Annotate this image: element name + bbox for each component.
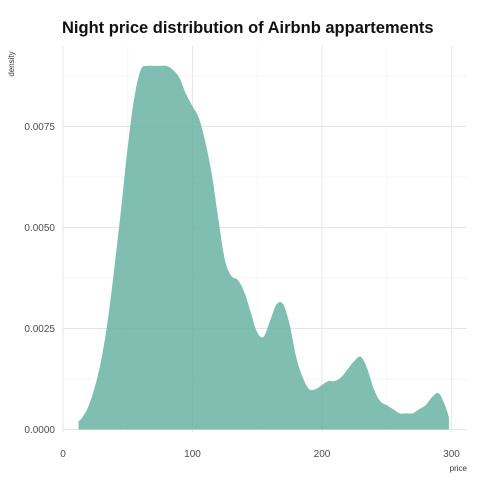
x-tick-labels: 0 100 200 300 — [60, 449, 460, 460]
y-axis-label: density — [7, 51, 16, 76]
x-axis-label: price — [450, 464, 468, 473]
y-tick-label: 0.0050 — [24, 223, 55, 234]
x-tick-label: 200 — [314, 449, 331, 460]
y-tick-label: 0.0025 — [24, 324, 55, 335]
density-area-group — [78, 65, 449, 430]
y-tick-label: 0.0075 — [24, 122, 55, 133]
density-area — [78, 65, 449, 430]
x-tick-label: 0 — [60, 449, 66, 460]
y-tick-label: 0.0000 — [24, 425, 55, 436]
x-tick-label: 300 — [443, 449, 460, 460]
chart-title: Night price distribution of Airbnb appar… — [62, 19, 434, 37]
y-tick-labels: 0.0000 0.0025 0.0050 0.0075 — [24, 122, 55, 436]
x-tick-label: 100 — [184, 449, 201, 460]
